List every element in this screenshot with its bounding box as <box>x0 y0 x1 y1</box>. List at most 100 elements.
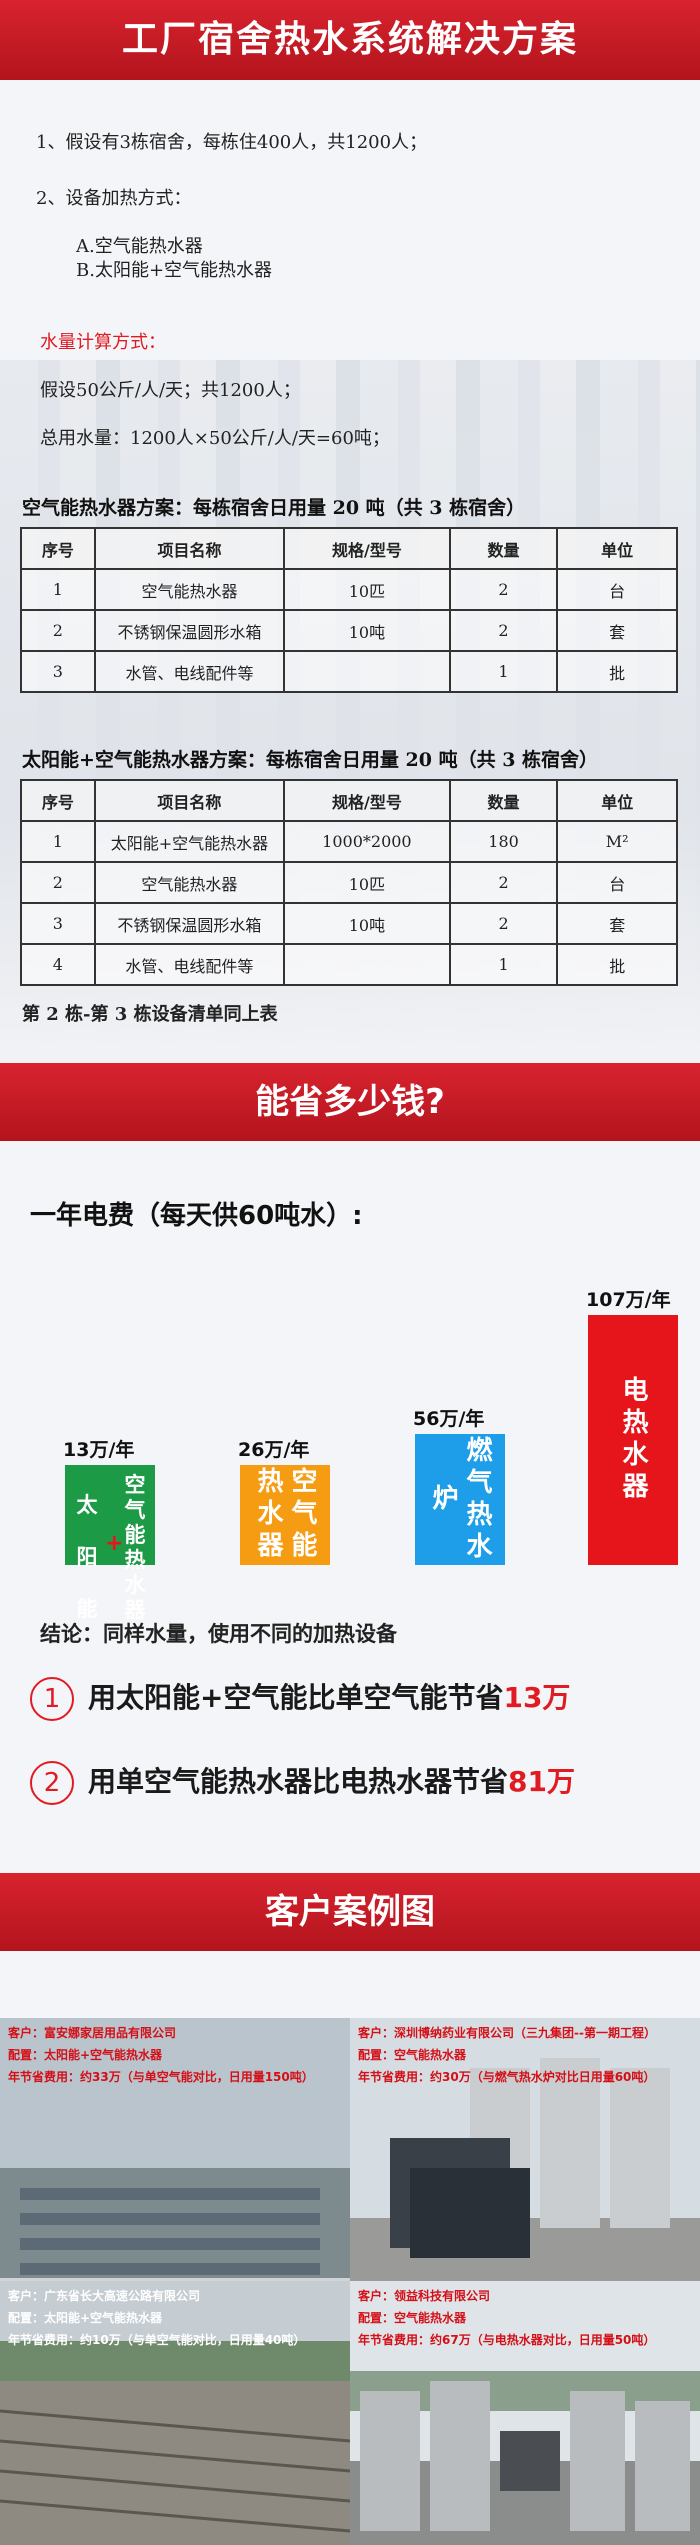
bar-value-label: 56万/年 <box>413 1408 485 1430</box>
cell: 4 <box>20 943 96 986</box>
bar-value-label: 13万/年 <box>63 1439 135 1461</box>
table1-title: 空气能热水器方案：每栋宿舍日用量 20 吨（共 3 栋宿舍） <box>22 497 526 519</box>
option-a: A.空气能热水器 <box>76 236 203 257</box>
table-row: 1 空气能热水器 10匹 2 台 <box>20 568 678 611</box>
case-saving: 年节省费用：约30万（与燃气热水炉对比日用量60吨） <box>358 2070 656 2084</box>
col-header: 单位 <box>556 527 678 570</box>
cell: 空气能热水器 <box>93 568 286 611</box>
case-config: 配置：空气能热水器 <box>358 2048 467 2062</box>
cell: 1 <box>20 820 96 863</box>
saving-amount: 81万 <box>508 1765 575 1798</box>
case-client: 客户：广东省长大高速公路有限公司 <box>8 2289 201 2303</box>
cell: 2 <box>20 609 96 652</box>
col-header: 序号 <box>20 779 96 822</box>
fee-title: 一年电费（每天供60吨水）: <box>30 1201 363 1231</box>
bar-solar-label: 太阳能 <box>76 1493 98 1621</box>
cell: 台 <box>556 568 678 611</box>
calc-line-2: 总用水量：1200人×50公斤/人/天=60吨； <box>40 428 390 449</box>
savings-banner: 能省多少钱? <box>0 1063 700 1141</box>
cell: 1 <box>20 568 96 611</box>
cell: 空气能热水器 <box>93 861 286 904</box>
cell: 2 <box>448 609 559 652</box>
col-header: 单位 <box>556 779 678 822</box>
solar-panels-image <box>0 2281 350 2545</box>
table-row: 3 水管、电线配件等 1 批 <box>20 650 678 693</box>
bar-value-label: 107万/年 <box>586 1289 671 1311</box>
table-header-row: 序号 项目名称 规格/型号 数量 单位 <box>20 527 678 570</box>
table2-title: 太阳能+空气能热水器方案：每栋宿舍日用量 20 吨（共 3 栋宿舍） <box>22 749 599 771</box>
case-client: 客户：深圳博纳药业有限公司（三九集团--第一期工程） <box>358 2026 656 2040</box>
cell: 太阳能+空气能热水器 <box>93 820 286 863</box>
table2: 序号 项目名称 规格/型号 数量 单位 1 太阳能+空气能热水器 1000*20… <box>20 779 678 986</box>
bar-air-label: 空气能热水器 <box>124 1473 146 1622</box>
bar-solar-air: 太阳能 + 空气能热水器 <box>65 1465 155 1622</box>
cell: 10匹 <box>283 861 451 904</box>
heat-pump-image <box>350 2018 700 2314</box>
table-header-row: 序号 项目名称 规格/型号 数量 单位 <box>20 779 678 822</box>
case-photo-1: 客户：富安娜家居用品有限公司 配置：太阳能+空气能热水器 年节省费用：约33万（… <box>0 2018 350 2314</box>
col-header: 规格/型号 <box>283 527 451 570</box>
saving-amount: 13万 <box>503 1681 571 1714</box>
cell: 2 <box>448 861 559 904</box>
page-title-banner: 工厂宿舍热水系统解决方案 <box>0 0 700 80</box>
table-row: 2 空气能热水器 10匹 2 台 <box>20 861 678 904</box>
cell: 1 <box>448 650 559 693</box>
cell <box>283 943 451 986</box>
cell: 不锈钢保温圆形水箱 <box>93 902 286 945</box>
water-tanks-image <box>350 2281 700 2545</box>
bar-air: 空气能热水器 <box>240 1465 330 1565</box>
cell: 2 <box>20 861 96 904</box>
saving-row-2: 2 用单空气能热水器比电热水器节省81万 <box>30 1760 575 1805</box>
table-row: 1 太阳能+空气能热水器 1000*2000 180 M² <box>20 820 678 863</box>
cell: M² <box>556 820 678 863</box>
bar-electric: 电热水器 <box>588 1315 678 1565</box>
cell: 台 <box>556 861 678 904</box>
cell: 180 <box>448 820 559 863</box>
cell: 2 <box>448 568 559 611</box>
case-saving: 年节省费用：约10万（与单空气能对比，日用量40吨） <box>8 2333 306 2347</box>
case-config: 配置：太阳能+空气能热水器 <box>8 2048 163 2062</box>
case-config: 配置：空气能热水器 <box>358 2311 467 2325</box>
cell: 水管、电线配件等 <box>93 650 286 693</box>
case-saving: 年节省费用：约67万（与电热水器对比，日用量50吨） <box>358 2333 656 2347</box>
cell: 不锈钢保温圆形水箱 <box>93 609 286 652</box>
cell: 1 <box>448 943 559 986</box>
case-client: 客户：领益科技有限公司 <box>358 2289 491 2303</box>
saving-text: 用太阳能+空气能比单空气能节省 <box>88 1681 504 1714</box>
case-client: 客户：富安娜家居用品有限公司 <box>8 2026 177 2040</box>
note-same-list: 第 2 栋-第 3 栋设备清单同上表 <box>22 1004 278 1025</box>
cell: 10吨 <box>283 902 451 945</box>
cell <box>283 650 451 693</box>
circle-number: 1 <box>30 1677 74 1721</box>
col-header: 序号 <box>20 527 96 570</box>
intro-line-1: 1、假设有3栋宿舍，每栋住400人，共1200人； <box>36 132 428 153</box>
saving-text: 用单空气能热水器比电热水器节省 <box>88 1765 509 1798</box>
plus-sign: + <box>105 1531 124 1556</box>
table-row: 2 不锈钢保温圆形水箱 10吨 2 套 <box>20 609 678 652</box>
saving-row-1: 1 用太阳能+空气能比单空气能节省13万 <box>30 1676 570 1721</box>
conclusion-text: 结论：同样水量，使用不同的加热设备 <box>40 1622 397 1646</box>
cell: 套 <box>556 902 678 945</box>
case-photo-2: 客户：深圳博纳药业有限公司（三九集团--第一期工程） 配置：空气能热水器 年节省… <box>350 2018 700 2314</box>
cell: 3 <box>20 650 96 693</box>
calc-line-1: 假设50公斤/人/天；共1200人； <box>40 380 301 401</box>
table-row: 3 不锈钢保温圆形水箱 10吨 2 套 <box>20 902 678 945</box>
cell: 水管、电线配件等 <box>93 943 286 986</box>
col-header: 数量 <box>448 779 559 822</box>
cell: 10匹 <box>283 568 451 611</box>
col-header: 项目名称 <box>93 779 286 822</box>
circle-number: 2 <box>30 1761 74 1805</box>
table1: 序号 项目名称 规格/型号 数量 单位 1 空气能热水器 10匹 2 台 2 不… <box>20 527 678 693</box>
cell: 套 <box>556 609 678 652</box>
cell: 3 <box>20 902 96 945</box>
case-saving: 年节省费用：约33万（与单空气能对比，日用量150吨） <box>8 2070 314 2084</box>
cell: 10吨 <box>283 609 451 652</box>
cell: 批 <box>556 943 678 986</box>
cell: 2 <box>448 902 559 945</box>
bar-gas: 燃气热水炉 <box>415 1434 505 1565</box>
case-config: 配置：太阳能+空气能热水器 <box>8 2311 163 2325</box>
col-header: 规格/型号 <box>283 779 451 822</box>
col-header: 项目名称 <box>93 527 286 570</box>
intro-line-2: 2、设备加热方式： <box>36 188 192 209</box>
case-photo-4: 客户：领益科技有限公司 配置：空气能热水器 年节省费用：约67万（与电热水器对比… <box>350 2281 700 2545</box>
